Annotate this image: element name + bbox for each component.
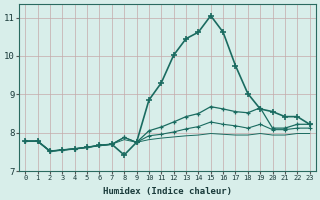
- X-axis label: Humidex (Indice chaleur): Humidex (Indice chaleur): [103, 187, 232, 196]
